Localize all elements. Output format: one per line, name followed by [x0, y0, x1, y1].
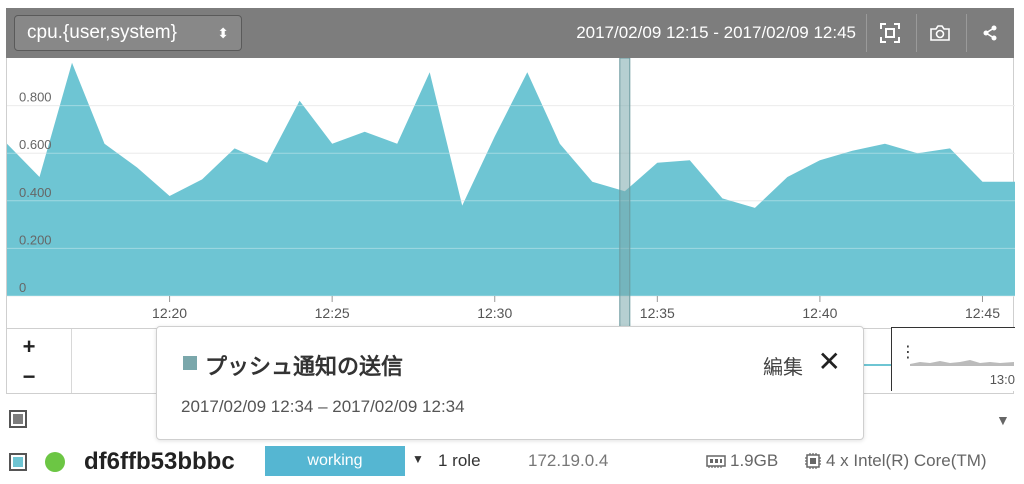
annotation-popup: プッシュ通知の送信 編集 ✕ 2017/02/09 12:34 – 2017/0… [156, 326, 864, 440]
fit-range-button[interactable] [867, 8, 913, 58]
host-status-badge[interactable]: working [265, 446, 405, 476]
host-memory: 1.9GB [706, 451, 778, 471]
y-axis: 0 0.200 0.400 0.600 0.800 [19, 90, 52, 295]
host-name-link[interactable]: df6ffb53bbbc [84, 448, 235, 475]
navigator-mini-series [910, 360, 1014, 366]
y-tick-label: 0.200 [19, 232, 52, 247]
navigator-divider [71, 329, 72, 393]
navigator-series-line [843, 364, 891, 366]
select-arrows-icon: ⬍ [217, 25, 229, 41]
host-cpu: 4 x Intel(R) Core(TM) [804, 451, 987, 471]
header-divider [966, 14, 967, 52]
x-tick-label: 12:35 [640, 305, 675, 321]
collapse-icon[interactable]: ▼ [996, 412, 1010, 428]
header-divider [916, 14, 917, 52]
group-checkbox[interactable] [9, 410, 27, 428]
fit-range-icon [880, 23, 900, 43]
area-series [7, 62, 1015, 296]
status-dropdown-caret-icon[interactable]: ▼ [412, 452, 424, 466]
zoom-in-button[interactable]: + [22, 334, 36, 359]
annotation-close-button[interactable]: ✕ [817, 346, 841, 377]
zoom-out-button[interactable]: − [22, 364, 36, 389]
graph-header: cpu.{user,system} ⬍ 2017/02/09 12:15 - 2… [6, 8, 1014, 58]
y-tick-label: 0 [19, 280, 26, 295]
host-memory-value: 1.9GB [730, 451, 779, 470]
y-tick-label: 0.600 [19, 137, 52, 152]
navigator-grip-icon[interactable]: ⋮ [900, 344, 916, 361]
host-checkbox[interactable] [9, 453, 27, 471]
cpu-chip-icon [805, 453, 821, 469]
annotation-color-swatch [183, 356, 197, 370]
metric-select-label: cpu.{user,system} [27, 22, 177, 43]
annotation-title: プッシュ通知の送信 [205, 354, 404, 379]
host-ip-address: 172.19.0.4 [528, 451, 609, 470]
navigator-window[interactable]: ⋮ 13:0 [891, 327, 1015, 391]
x-tick-label: 12:40 [802, 305, 837, 321]
host-health-indicator [45, 452, 65, 472]
x-tick-label: 12:45 [965, 305, 1000, 321]
marker-layer [619, 58, 631, 328]
annotation-marker[interactable] [619, 58, 631, 328]
time-range-label: 2017/02/09 12:15 - 2017/02/09 12:45 [576, 23, 856, 42]
group-checkbox-fill [13, 414, 23, 424]
navigator-time-label: 13:0 [989, 372, 1015, 387]
camera-icon [930, 25, 950, 41]
host-checkbox-fill [13, 457, 23, 467]
snapshot-button[interactable] [917, 8, 963, 58]
host-cpu-value: 4 x Intel(R) Core(TM) [826, 451, 987, 470]
memory-icon [706, 455, 726, 468]
annotation-edit-button[interactable]: 編集 [763, 357, 803, 379]
share-icon [983, 25, 997, 41]
x-tick-label: 12:20 [152, 305, 187, 321]
y-tick-label: 0.400 [19, 185, 52, 200]
annotation-time-range: 2017/02/09 12:34 – 2017/02/09 12:34 [181, 397, 465, 416]
x-axis: 12:20 12:25 12:30 12:35 12:40 12:45 [152, 296, 1000, 321]
x-tick-label: 12:30 [477, 305, 512, 321]
x-tick-label: 12:25 [315, 305, 350, 321]
header-divider [866, 14, 867, 52]
metric-select[interactable]: cpu.{user,system} ⬍ [14, 15, 242, 51]
y-tick-label: 0.800 [19, 90, 52, 105]
share-button[interactable] [967, 8, 1013, 58]
cpu-graph[interactable]: 0 0.200 0.400 0.600 0.800 12:20 12:25 12:30 12:… [6, 58, 1015, 328]
host-roles[interactable]: 1 role [438, 451, 481, 470]
